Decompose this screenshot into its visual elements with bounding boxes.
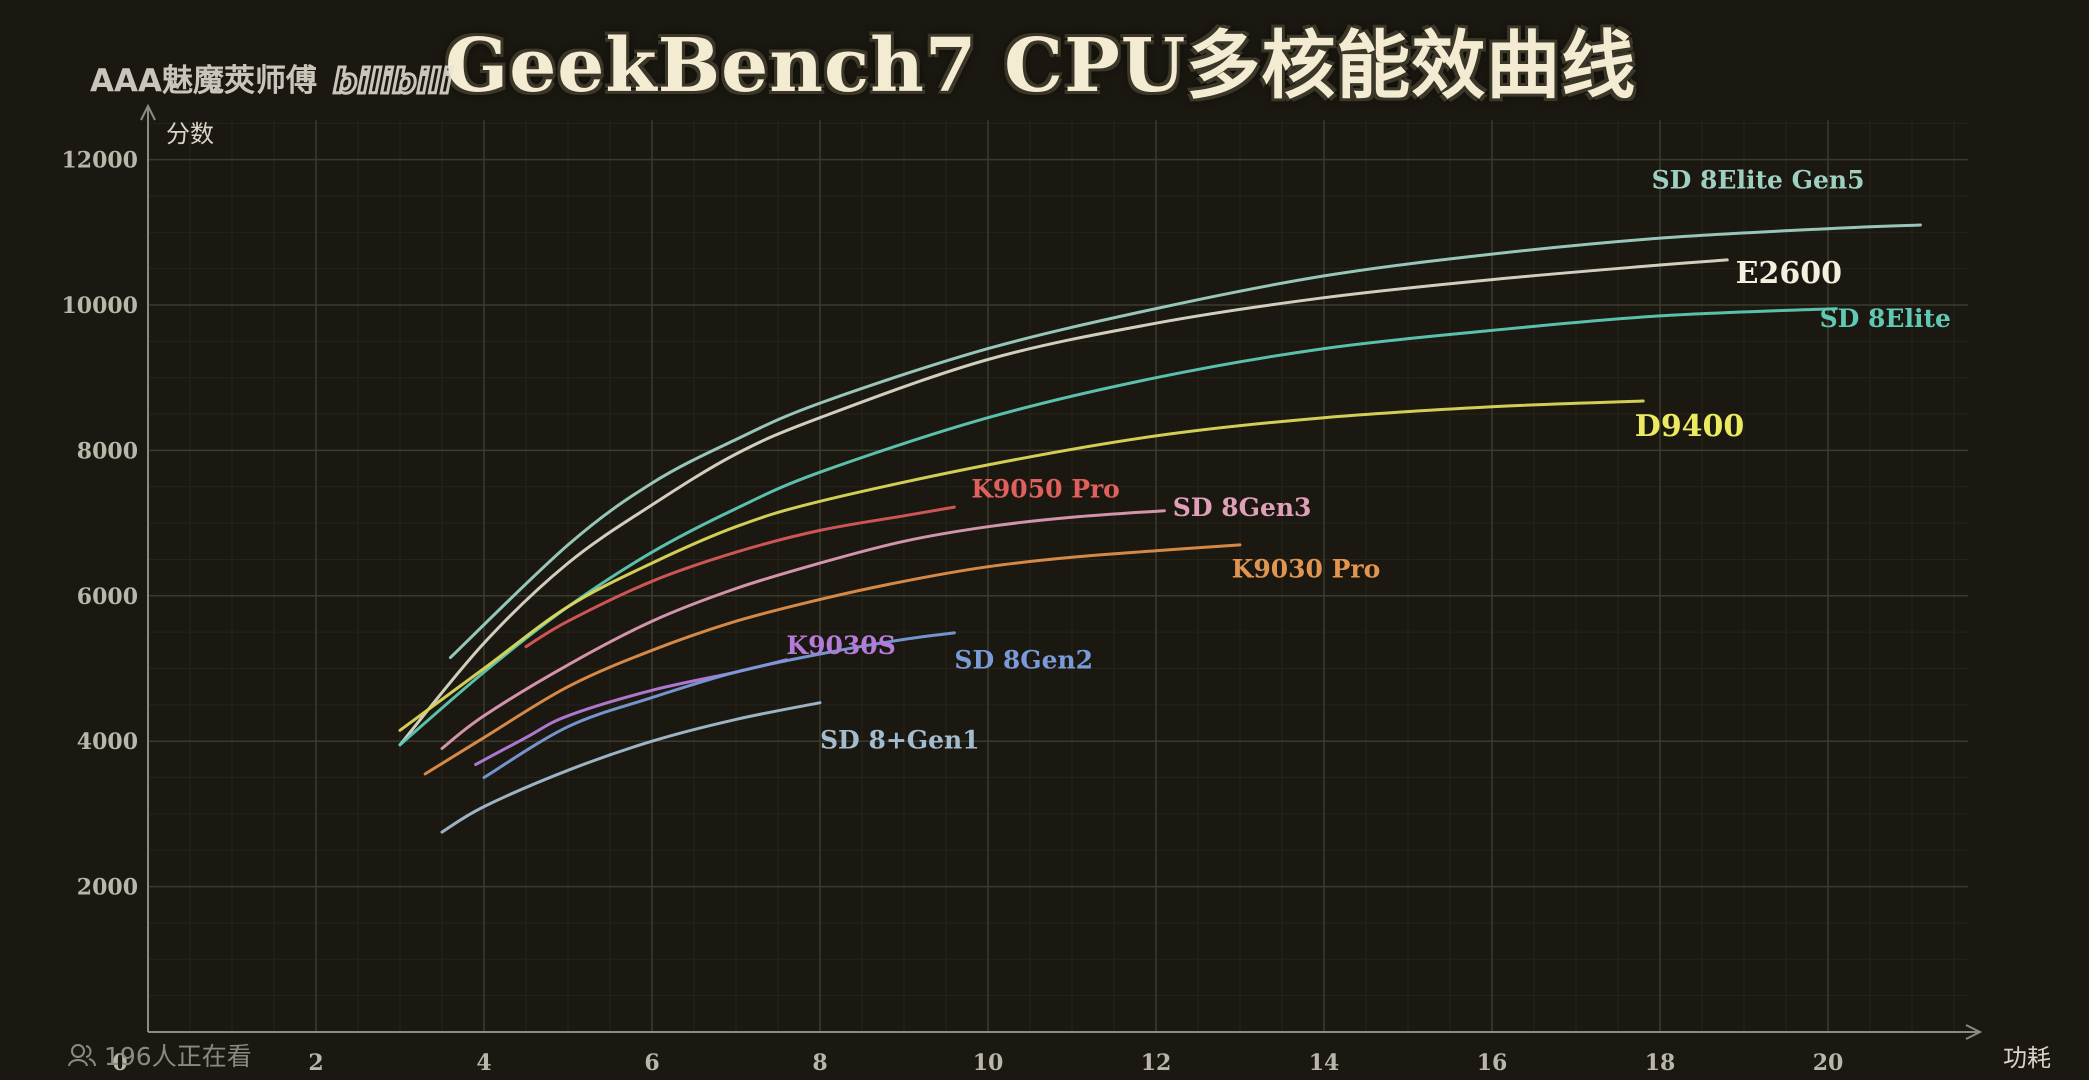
- y-tick-label: 6000: [77, 584, 138, 610]
- chart-series-group: [398, 223, 1922, 834]
- viewers-text: 196人正在看: [104, 1042, 252, 1071]
- x-tick-label: 14: [1309, 1050, 1340, 1076]
- series-line-sd-8-gen1: [440, 701, 822, 834]
- bilibili-logo-icon: bilibili: [331, 60, 454, 99]
- x-tick-label: 10: [973, 1050, 1004, 1076]
- series-line-sd-8elite-gen5: [448, 223, 1922, 660]
- y-tick-label: 8000: [77, 438, 138, 464]
- x-axis-arrow-icon: [1965, 1024, 1983, 1040]
- x-axis-title: 功耗: [2003, 1044, 2051, 1072]
- x-tick-label: 12: [1141, 1050, 1172, 1076]
- series-label-sd-8elite-gen5: SD 8Elite Gen5: [1652, 166, 1865, 195]
- series-label-e2600: E2600: [1736, 256, 1842, 291]
- x-tick-label: 2: [308, 1050, 323, 1076]
- page-title: GeekBench7 CPU多核能效曲线: [445, 23, 1637, 109]
- viewers-icon: [68, 1044, 96, 1067]
- x-tick-label: 4: [476, 1050, 491, 1076]
- watermark: AAA魅魔莢师傅 bilibili: [90, 55, 481, 100]
- series-label-sd-8-gen1: SD 8+Gen1: [820, 725, 980, 754]
- series-line-sd-8elite: [398, 307, 1838, 747]
- series-label-k9050-pro: K9050 Pro: [971, 475, 1120, 504]
- x-tick-label: 16: [1477, 1050, 1508, 1076]
- series-label-sd-8gen2: SD 8Gen2: [954, 646, 1093, 675]
- series-label-k9030s: K9030S: [786, 631, 895, 660]
- y-tick-label: 12000: [61, 148, 138, 174]
- x-tick-label: 8: [812, 1050, 827, 1076]
- svg-text:bilibili: bilibili: [333, 62, 453, 99]
- y-tick-label: 10000: [61, 293, 138, 319]
- y-axis-title: 分数: [166, 120, 214, 148]
- y-axis-arrow-icon: [140, 103, 156, 121]
- series-label-sd-8gen3: SD 8Gen3: [1173, 493, 1312, 522]
- series-label-d9400: D9400: [1635, 409, 1745, 444]
- y-tick-label: 4000: [77, 729, 138, 755]
- x-tick-label: 0: [112, 1050, 127, 1076]
- series-line-d9400: [398, 399, 1645, 732]
- series-label-k9030-pro: K9030 Pro: [1232, 555, 1381, 584]
- series-line-sd-8gen2: [482, 631, 956, 779]
- series-line-k9050-pro: [524, 505, 956, 649]
- watermark-text: AAA魅魔莢师傅: [90, 63, 317, 99]
- chart-labels-group: SD 8Elite Gen5 E2600 SD 8Elite D9400 K9050 P…: [786, 166, 1951, 755]
- series-line-k9030-pro: [423, 543, 1242, 776]
- chart-axes: 0 2 4 6 8 10 12 14 16 18 20 2000 4000 6000 8000 10000 12…: [61, 103, 2051, 1076]
- x-tick-label: 20: [1813, 1050, 1844, 1076]
- x-tick-label: 18: [1645, 1050, 1676, 1076]
- viewer-count: 196人正在看: [68, 1037, 252, 1073]
- x-tick-label: 6: [644, 1050, 659, 1076]
- series-label-sd-8elite: SD 8Elite: [1820, 304, 1951, 333]
- series-line-sd-8gen3: [440, 509, 1166, 750]
- chart-grid: [148, 120, 1968, 1032]
- y-tick-label: 2000: [77, 875, 138, 901]
- series-line-e2600: [398, 258, 1729, 747]
